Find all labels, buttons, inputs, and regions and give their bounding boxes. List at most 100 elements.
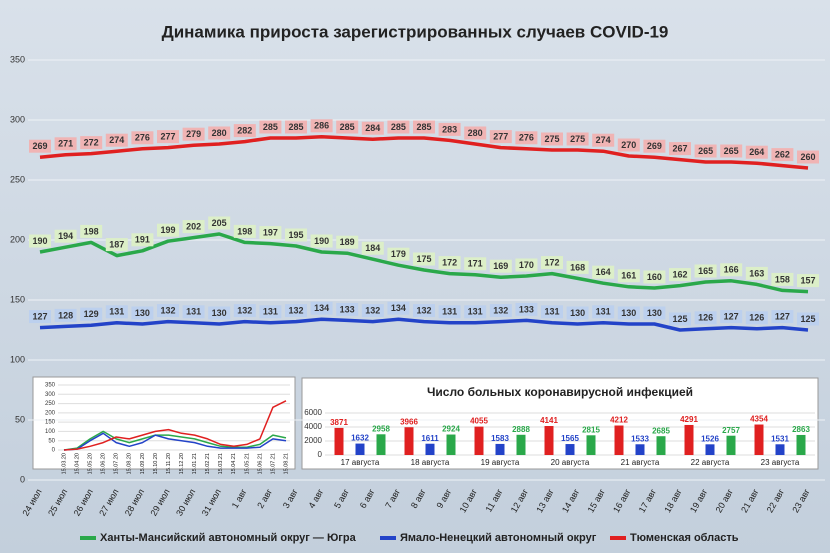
- data-label-box: [208, 306, 231, 320]
- x-tick-label: 15.08.21: [283, 453, 289, 474]
- data-label: 130: [212, 308, 227, 318]
- data-label-box: [310, 301, 333, 315]
- y-tick-label: 6000: [304, 408, 322, 417]
- data-label-box: [157, 130, 179, 144]
- x-tick-label: 15.07.20: [114, 453, 120, 474]
- data-label: 133: [519, 304, 534, 314]
- data-label: 280: [468, 128, 483, 138]
- data-label: 132: [237, 305, 252, 315]
- data-label: 270: [621, 140, 636, 150]
- data-label-box: [80, 224, 103, 238]
- y-tick-label: 250: [45, 401, 56, 407]
- data-label: 3871: [330, 418, 348, 427]
- data-label-box: [438, 305, 461, 319]
- data-label-box: [464, 305, 487, 319]
- data-label-box: [80, 307, 103, 321]
- series-line: [39, 232, 809, 294]
- data-label: 134: [391, 303, 406, 313]
- x-tick-label: 15.09.20: [140, 453, 146, 474]
- data-label-box: [361, 241, 384, 255]
- legend-label: Ханты-Мансийский автономный округ — Югра: [100, 532, 357, 544]
- data-label: 166: [724, 265, 739, 275]
- data-label: 133: [340, 304, 355, 314]
- data-label-box: [464, 257, 487, 271]
- data-label: 195: [288, 230, 303, 240]
- data-label-box: [566, 260, 589, 274]
- y-tick-label: 0: [20, 474, 25, 484]
- x-tick-label: 19 августа: [481, 458, 520, 467]
- data-label: 284: [365, 123, 380, 133]
- data-label: 190: [32, 236, 47, 246]
- data-label: 172: [442, 257, 457, 267]
- data-label: 127: [724, 311, 739, 321]
- data-label-box: [182, 127, 205, 141]
- data-label: 191: [135, 235, 150, 245]
- y-tick-label: 350: [45, 383, 56, 389]
- data-label: 271: [58, 139, 73, 149]
- bar: [684, 424, 694, 455]
- y-tick-label: 50: [15, 414, 25, 424]
- data-label: 2685: [652, 426, 670, 435]
- data-label: 277: [493, 131, 508, 141]
- data-label-box: [617, 269, 640, 283]
- data-label: 125: [800, 314, 815, 324]
- data-label-box: [387, 301, 410, 315]
- data-label: 285: [391, 122, 406, 132]
- data-label: 126: [698, 313, 713, 323]
- bar: [565, 444, 575, 455]
- x-tick-label: 15.08.20: [127, 453, 133, 474]
- data-label-box: [259, 120, 282, 134]
- data-label: 4141: [540, 416, 558, 425]
- bar: [516, 434, 526, 455]
- data-label: 2863: [792, 425, 810, 434]
- data-label-box: [310, 119, 333, 133]
- x-tick-label: 15.01.21: [192, 453, 198, 474]
- data-label-box: [336, 235, 359, 249]
- data-label-box: [643, 139, 666, 153]
- data-label: 272: [84, 137, 99, 147]
- data-label: 202: [186, 221, 201, 231]
- x-tick-label: 15.03.21: [218, 453, 224, 474]
- data-label-box: [643, 306, 666, 320]
- y-tick-label: 300: [45, 392, 56, 398]
- data-label-box: [157, 223, 179, 237]
- bar: [376, 434, 386, 455]
- series-line: [63, 430, 287, 451]
- data-label-box: [720, 144, 743, 158]
- bar: [656, 436, 666, 455]
- data-label-box: [541, 305, 563, 319]
- data-label: 269: [647, 141, 662, 151]
- data-label-box: [438, 122, 461, 136]
- data-label: 198: [237, 226, 252, 236]
- data-label-box: [285, 304, 307, 318]
- data-label-box: [720, 263, 743, 277]
- data-label: 1611: [421, 434, 439, 443]
- data-label-box: [566, 132, 589, 146]
- data-label: 168: [570, 262, 585, 272]
- bar: [796, 434, 806, 455]
- bar: [474, 426, 484, 455]
- data-label: 285: [416, 122, 431, 132]
- x-tick-label: 15.12.20: [179, 453, 185, 474]
- data-label: 158: [775, 274, 790, 284]
- x-tick-label: 22 августа: [691, 458, 730, 467]
- data-label: 163: [749, 268, 764, 278]
- data-label: 131: [544, 307, 559, 317]
- data-label-box: [336, 302, 359, 316]
- data-label-box: [592, 305, 615, 319]
- series-line: [39, 317, 809, 332]
- data-label: 130: [570, 308, 585, 318]
- data-label-box: [566, 306, 589, 320]
- data-label-box: [54, 308, 77, 322]
- data-label-box: [592, 133, 615, 147]
- x-tick-label: 15.10.20: [153, 453, 159, 474]
- bar: [544, 426, 554, 455]
- x-tick-label: 15.11.20: [166, 453, 172, 474]
- data-label: 1632: [351, 434, 369, 443]
- y-tick-label: 0: [318, 450, 323, 459]
- x-tick-label: 18 августа: [411, 458, 450, 467]
- data-label-box: [29, 234, 51, 248]
- data-label: 1533: [631, 434, 649, 443]
- data-label-box: [413, 120, 435, 134]
- y-tick-label: 350: [10, 54, 25, 64]
